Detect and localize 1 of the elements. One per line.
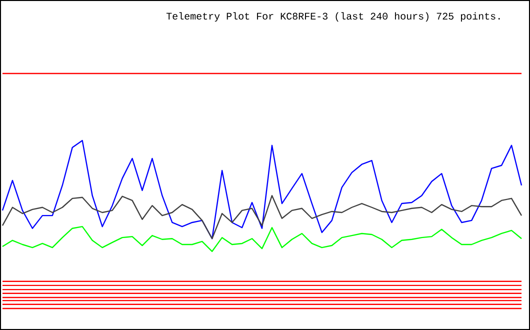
chart-title: Telemetry Plot For KC8RFE-3 (last 240 hours) 725 points. xyxy=(166,12,500,22)
